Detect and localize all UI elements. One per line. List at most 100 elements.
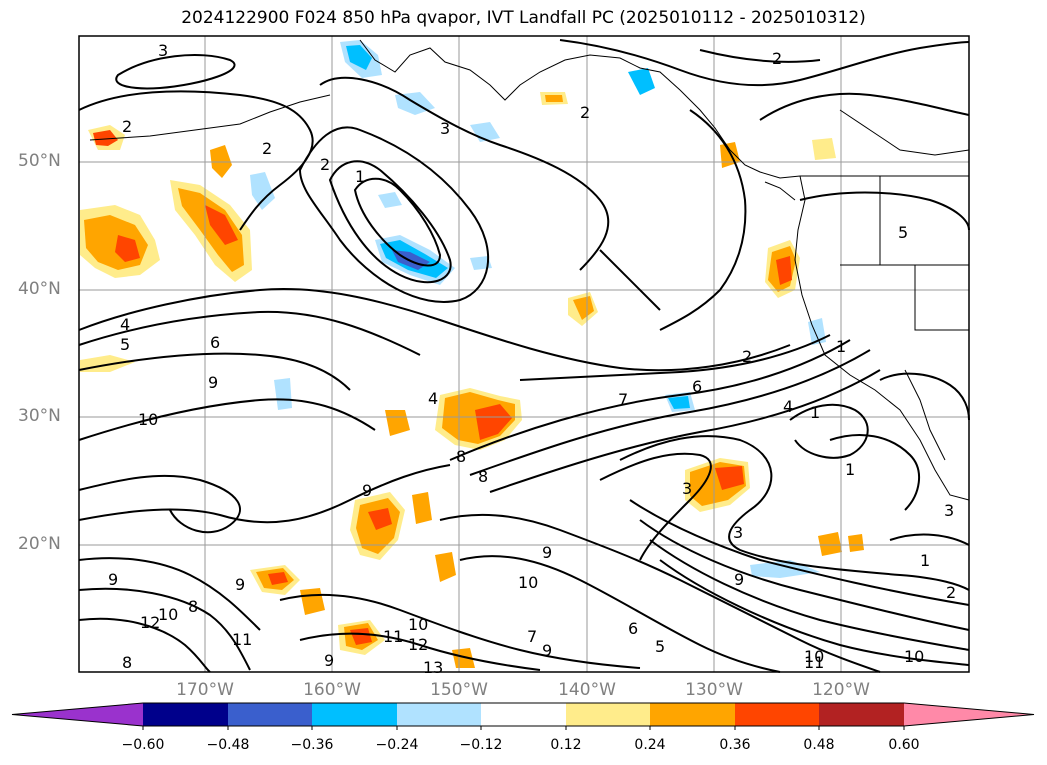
contour-label: 2: [262, 139, 272, 158]
contour-label: 1: [810, 403, 820, 422]
qvapor-shading: [80, 40, 864, 668]
contour-line: [829, 434, 921, 511]
coastlines: [89, 39, 970, 501]
shading-patch: [475, 404, 512, 440]
contour-label: 8: [456, 447, 466, 466]
contour-line: [699, 49, 821, 63]
alaska-coast: [359, 39, 801, 179]
shading-patch: [412, 492, 432, 524]
shading-patch: [93, 130, 118, 146]
contour-line: [559, 39, 970, 87]
contour-label: 2: [122, 117, 132, 136]
shading-patch: [668, 396, 690, 409]
shading-patch: [848, 534, 864, 552]
colorbar-segment: [566, 703, 650, 726]
map-frame: [78, 35, 970, 673]
contour-label: 2: [946, 583, 956, 602]
shading-patch: [776, 256, 792, 285]
contour-line: [799, 191, 970, 231]
colorbar: [11, 702, 1035, 730]
contour-line: [599, 249, 661, 311]
shading-patch: [545, 95, 563, 102]
contour-line: [659, 109, 747, 331]
lon-label-140w: 140°W: [558, 680, 616, 700]
contour-line: [659, 559, 970, 666]
contour-label: 2: [580, 103, 590, 122]
contour-label: 10: [804, 647, 824, 666]
colorbar-segment: [143, 703, 228, 726]
lon-label-130w: 130°W: [685, 680, 743, 700]
contour-line: [889, 533, 970, 546]
contour-line: [519, 334, 831, 381]
contour-label: 7: [527, 627, 537, 646]
colorbar-segment: [312, 703, 397, 726]
colorbar-tick-label: 0.24: [634, 737, 666, 753]
shading-patch: [368, 508, 392, 530]
contour-label: 3: [733, 523, 743, 542]
contour-label: 5: [898, 223, 908, 242]
colorbar-tick-label: 0.12: [550, 737, 582, 753]
contour-label: 11: [232, 630, 252, 649]
contour-label: 1: [920, 551, 930, 570]
contour-line: [78, 288, 791, 372]
contour-label: 3: [440, 119, 450, 138]
contour-line: [629, 499, 970, 606]
contour-line: [299, 632, 541, 671]
contour-line: [759, 92, 970, 121]
colorbar-segment: [397, 703, 481, 726]
contour-label: 3: [158, 41, 168, 60]
colorbar-tick-label: −0.36: [290, 737, 334, 753]
contour-line: [353, 177, 442, 267]
contour-line: [459, 555, 781, 673]
contour-line: [78, 464, 451, 524]
contour-label: 9: [208, 373, 218, 392]
contour-line: [469, 349, 871, 476]
contour-label: 2: [742, 347, 752, 366]
lat-label-50n: 50°N: [18, 151, 61, 171]
aleutian-chain: [89, 94, 331, 141]
contour-label: 8: [122, 653, 132, 672]
lat-label-30n: 30°N: [18, 406, 61, 426]
lon-label-120w: 120°W: [812, 680, 870, 700]
contour-label: 10: [158, 605, 178, 624]
shading-patch: [178, 188, 244, 272]
contour-label: 3: [944, 501, 954, 520]
shading-patch: [350, 628, 372, 645]
contour-label: 9: [542, 543, 552, 562]
contour-line: [298, 126, 490, 303]
contour-label: 6: [210, 333, 220, 352]
contour-label: 9: [362, 481, 372, 500]
colorbar-extend-low: [12, 703, 143, 726]
contour-label: 5: [120, 335, 130, 354]
lon-label-170w: 170°W: [176, 680, 234, 700]
shading-patch: [274, 378, 292, 410]
shading-patch: [750, 560, 820, 578]
colorbar-tick-label: −0.60: [121, 737, 165, 753]
state-border: [914, 265, 969, 331]
contour-label: 8: [188, 597, 198, 616]
shading-patch: [205, 205, 238, 245]
contour-label: 2: [320, 155, 330, 174]
island-outline: [764, 181, 796, 201]
contour-label: 4: [783, 397, 793, 416]
map-title: 2024122900 F024 850 hPa qvapor, IVT Land…: [181, 8, 866, 28]
contour-label: 11: [804, 653, 824, 672]
contour-line: [78, 617, 211, 673]
contour-label: 9: [734, 570, 744, 589]
colorbar-segment: [228, 703, 312, 726]
shading-patch: [452, 648, 475, 668]
contour-line: [78, 474, 241, 534]
contour-line: [78, 398, 376, 441]
contour-label: 10: [408, 615, 428, 634]
shading-patch: [573, 296, 594, 320]
shading-patch: [628, 68, 655, 95]
colorbar-segment: [481, 703, 566, 726]
contour-label: 11: [383, 627, 403, 646]
shading-patch: [115, 235, 140, 262]
colorbar-segment: [735, 703, 819, 726]
contour-label: 4: [428, 389, 438, 408]
contour-line: [78, 352, 351, 391]
shading-patch: [250, 172, 275, 210]
contour-label: 1: [355, 167, 365, 186]
